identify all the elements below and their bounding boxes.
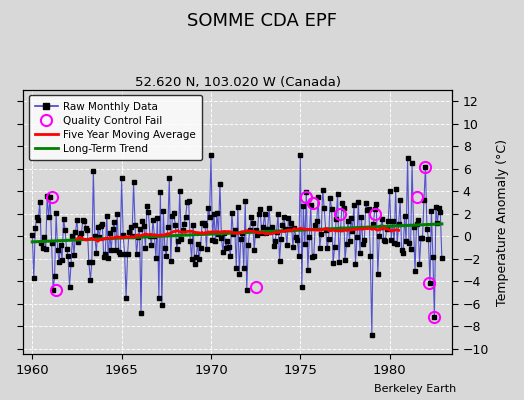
Text: Berkeley Earth: Berkeley Earth [374, 384, 456, 394]
Y-axis label: Temperature Anomaly (°C): Temperature Anomaly (°C) [496, 139, 509, 306]
Text: SOMME CDA EPF: SOMME CDA EPF [187, 12, 337, 30]
Title: 52.620 N, 103.020 W (Canada): 52.620 N, 103.020 W (Canada) [135, 76, 341, 89]
Legend: Raw Monthly Data, Quality Control Fail, Five Year Moving Average, Long-Term Tren: Raw Monthly Data, Quality Control Fail, … [29, 95, 202, 160]
